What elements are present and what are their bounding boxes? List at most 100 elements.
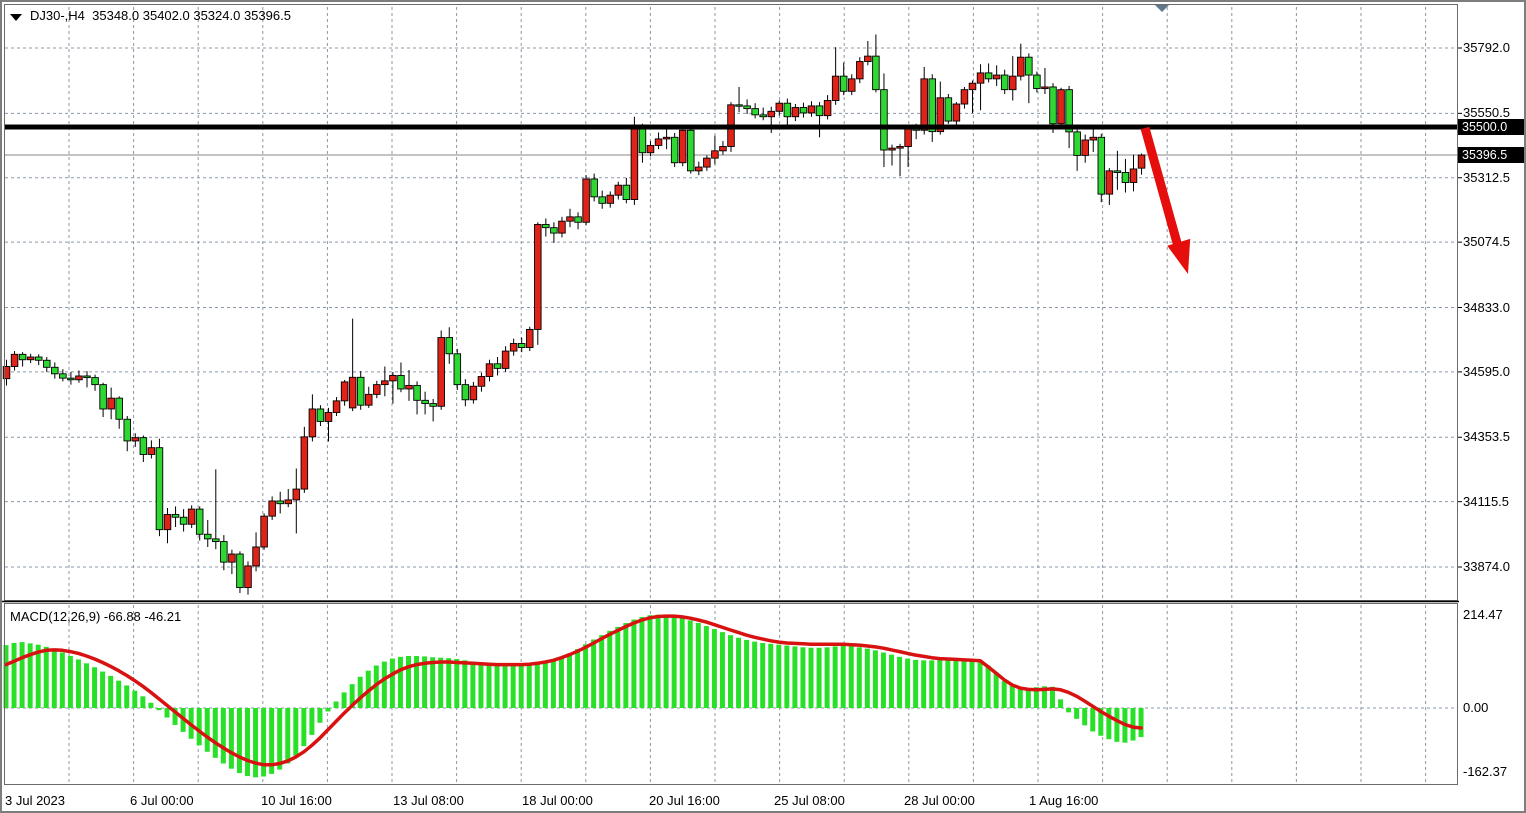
- candle-body: [91, 377, 99, 386]
- candle-body: [848, 78, 856, 92]
- candle-body: [654, 138, 663, 146]
- candle-body: [139, 437, 148, 455]
- candle-body: [348, 376, 357, 409]
- candle-body: [1057, 89, 1065, 125]
- candle-body: [10, 353, 19, 367]
- candle-body: [26, 356, 35, 361]
- candle-body: [839, 75, 848, 92]
- candle-body: [735, 104, 743, 107]
- candle-body: [743, 105, 751, 110]
- candle-body: [268, 500, 276, 517]
- price-axis-tick-label: 34595.0: [1463, 363, 1510, 379]
- candle-body: [501, 350, 510, 369]
- candle-body: [147, 447, 156, 455]
- candle-body: [445, 337, 454, 355]
- candle-body: [123, 418, 131, 442]
- candle-body: [413, 384, 421, 401]
- candle-body: [1097, 136, 1106, 195]
- candle-body: [566, 216, 574, 222]
- candle-body: [582, 178, 590, 223]
- candle-body: [437, 337, 445, 407]
- candle-body: [831, 75, 840, 101]
- candle-body: [356, 376, 365, 406]
- candle-body: [332, 400, 341, 413]
- candle-body: [864, 55, 872, 62]
- candle-body: [807, 105, 816, 114]
- candle-body: [662, 136, 671, 140]
- candle-body: [373, 384, 381, 395]
- candle-body: [131, 437, 140, 442]
- candle-body: [107, 397, 115, 410]
- price-tag-hline: 35500.0: [1458, 119, 1524, 135]
- chart-shift-marker-icon[interactable]: [1155, 5, 1169, 12]
- candle-body: [405, 384, 413, 390]
- candle-body: [1089, 136, 1097, 141]
- candle-body: [236, 553, 244, 589]
- candle-body: [526, 328, 534, 349]
- candle-body: [944, 97, 953, 122]
- candle-body: [1065, 89, 1073, 133]
- candle-body: [51, 366, 59, 375]
- candle-body: [99, 384, 107, 410]
- candle-body: [67, 377, 75, 381]
- candle-body: [574, 216, 582, 223]
- candle-body: [1000, 74, 1009, 91]
- candle-body: [976, 72, 985, 84]
- candle-body: [904, 127, 912, 147]
- price-axis-tick-label: 35550.5: [1463, 105, 1510, 121]
- candle-body: [1017, 56, 1025, 77]
- macd-signal-line: [4, 614, 1143, 767]
- candle-body: [115, 397, 123, 420]
- price-axis-tick-label: 33874.0: [1463, 559, 1510, 574]
- candle-body: [558, 220, 566, 234]
- candle-body: [212, 538, 220, 543]
- candle-body: [984, 72, 993, 80]
- macd-axis-tick-label: 0.00: [1463, 700, 1489, 715]
- candle-body: [791, 107, 800, 118]
- price-axis-tick-label: 34833.0: [1463, 299, 1510, 315]
- candle-body: [534, 223, 542, 330]
- candle-body: [453, 353, 462, 386]
- candle-body: [928, 78, 937, 133]
- candle-body: [678, 129, 687, 164]
- horizontal-line-object[interactable]: [5, 124, 1457, 130]
- candle-body: [767, 110, 776, 118]
- time-axis-label: 10 Jul 16:00: [261, 793, 332, 808]
- candle-body: [2, 366, 11, 380]
- candle-body: [606, 194, 615, 204]
- arrow-down-object[interactable]: [1140, 126, 1191, 274]
- candle-body: [1025, 56, 1033, 76]
- candle-body: [687, 129, 695, 172]
- candle-body: [992, 74, 1001, 80]
- candle-body: [856, 61, 864, 80]
- candle-body: [1073, 131, 1081, 156]
- symbol-dropdown-icon[interactable]: [10, 14, 22, 21]
- candle-body: [34, 356, 43, 361]
- candle-body: [179, 516, 188, 525]
- candle-body: [517, 343, 526, 349]
- candle-body: [18, 353, 27, 361]
- candle-body: [485, 363, 494, 377]
- candle-body: [260, 515, 268, 548]
- price-tag-current: 35396.5: [1458, 147, 1524, 164]
- candle-body: [630, 126, 639, 200]
- candle-body: [952, 103, 961, 122]
- candle-body: [550, 227, 558, 234]
- candle-body: [936, 97, 945, 133]
- candle-body: [880, 89, 888, 151]
- time-axis-label: 28 Jul 00:00: [904, 793, 975, 808]
- candle-body: [711, 150, 719, 159]
- candle-body: [381, 380, 389, 386]
- candle-body: [719, 146, 727, 152]
- candle-body: [389, 374, 397, 382]
- candle-body: [896, 146, 904, 149]
- candle-body: [783, 102, 792, 118]
- candle-body: [220, 541, 228, 563]
- candle-body: [670, 136, 679, 164]
- candle-body: [1121, 172, 1130, 183]
- candle-body: [244, 565, 252, 589]
- candle-body: [163, 514, 172, 531]
- candle-body: [421, 399, 429, 405]
- candle-body: [477, 376, 486, 387]
- candle-body: [542, 223, 550, 229]
